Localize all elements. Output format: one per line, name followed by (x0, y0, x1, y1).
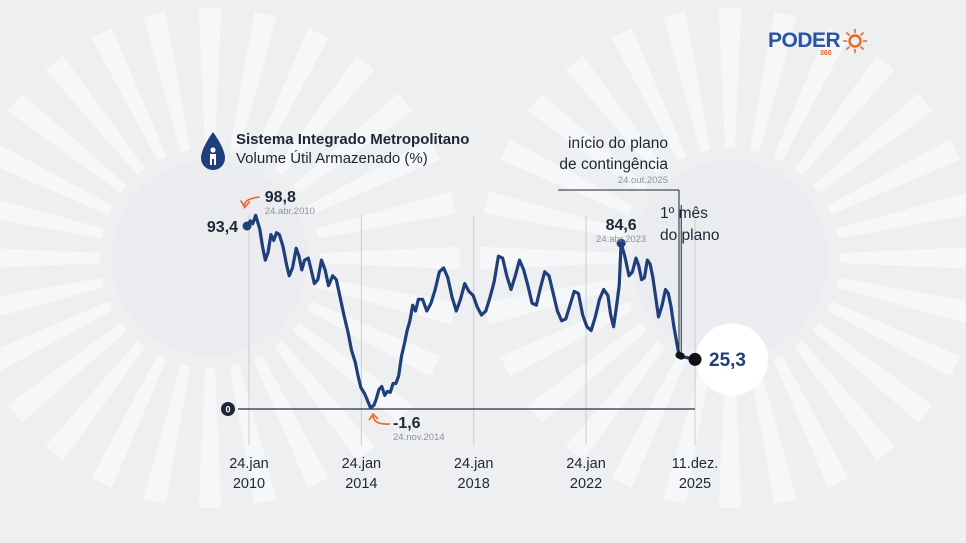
bg-ray (306, 139, 440, 215)
bg-ray (0, 301, 114, 372)
bg-ray (316, 191, 456, 239)
last-value-label: 25,3 (709, 350, 746, 371)
last-value-bubble (696, 323, 768, 396)
bg-ray (826, 139, 960, 215)
x-tick-label: 24.jan 2010 (229, 456, 269, 492)
bg-sun-core (112, 160, 308, 356)
peak-2023-value-label: 84,6 (606, 217, 637, 234)
plan-start-label-line1: início do plano (568, 135, 668, 152)
x-tick-label: 24.jan 2014 (342, 456, 382, 492)
plan-month1-label-line2: do plano (660, 227, 719, 244)
min-arrowhead (368, 412, 379, 421)
chart-title: Sistema Integrado Metropolitano (236, 131, 470, 148)
bg-ray (749, 12, 797, 152)
sun-icon (842, 28, 868, 54)
bg-ray (7, 322, 128, 423)
bg-ray (253, 354, 329, 488)
bg-ray (812, 322, 933, 423)
bg-ray (836, 277, 966, 324)
series-line (245, 213, 697, 410)
bg-ray (611, 28, 687, 162)
bg-ray (143, 364, 191, 504)
bg-ray (773, 28, 849, 162)
bg-ray (91, 354, 167, 488)
bg-ray (812, 93, 933, 194)
bg-ray (316, 277, 456, 325)
bg-ray (718, 367, 742, 508)
max-arrow (243, 196, 260, 206)
logo-wordmark: PODER (768, 29, 841, 52)
bg-ray (45, 340, 146, 461)
bg-ray (198, 8, 222, 149)
max-date-label: 24.abr.2010 (265, 206, 315, 217)
bg-ray (7, 93, 128, 194)
bg-ray (527, 93, 648, 194)
bg-ray (500, 301, 634, 377)
bg-ray (565, 340, 666, 461)
plan-start-date-label: 24.out.2025 (618, 175, 668, 186)
bg-ray (794, 55, 895, 176)
min-date-label: 24.nov.2014 (393, 432, 445, 443)
zero-label: 0 (225, 405, 230, 415)
bg-ray (253, 28, 329, 162)
bg-ray (292, 93, 413, 194)
bg-ray (0, 200, 104, 239)
max-arrowhead (240, 200, 251, 209)
bg-ray (839, 247, 966, 269)
bg-ray (480, 246, 621, 270)
bg-ray (143, 12, 191, 152)
bg-ray (773, 354, 849, 488)
bg-ray (0, 144, 114, 215)
bg-ray (274, 340, 375, 461)
bg-ray (611, 354, 687, 488)
x-tick-label: 24.jan 2018 (454, 456, 494, 492)
x-tick-label: 24.jan 2022 (566, 456, 606, 492)
x-tick-label: 11.dez. 2025 (672, 456, 719, 492)
first-value-point (242, 221, 252, 231)
bg-ray (749, 364, 797, 504)
bg-ray (663, 364, 711, 504)
plan-month1-point (677, 352, 685, 360)
poder360-logo: PODER 360 (768, 28, 868, 57)
bg-ray (484, 191, 624, 239)
min-arrow (372, 415, 391, 425)
peak-2023-date-label: 24.abr.2023 (596, 234, 646, 245)
bg-ray (229, 12, 277, 152)
bg-ray (0, 248, 101, 268)
bg-ray (45, 55, 146, 176)
chart-header: Sistema Integrado Metropolitano Volume Ú… (200, 131, 469, 173)
zero-marker (221, 402, 235, 416)
bg-ray (836, 192, 966, 239)
max-value-label: 98,8 (265, 189, 296, 206)
bg-ray (500, 139, 634, 215)
bg-ray (319, 246, 460, 270)
first-value-label: 93,4 (207, 219, 238, 236)
bg-ray (292, 322, 413, 423)
bg-ray (274, 55, 375, 176)
bg-ray (198, 367, 222, 508)
bg-ray (91, 28, 167, 162)
bg-ray (527, 322, 648, 423)
bg-ray (306, 301, 440, 377)
person-in-drop-icon (201, 132, 225, 170)
bg-ray (826, 301, 960, 377)
bg-ray (229, 364, 277, 504)
bg-ray (718, 8, 742, 149)
min-value-label: -1,6 (393, 415, 421, 432)
logo-suffix: 360 (820, 50, 832, 57)
bg-ray (565, 55, 666, 176)
bg-ray (794, 340, 895, 461)
last-value-point (688, 352, 702, 366)
bg-ray (0, 277, 104, 316)
peak-2023-point (616, 238, 626, 248)
plan-month1-label-line1: 1º mês (660, 205, 708, 222)
plan-start-label-line2: de contingência (559, 156, 668, 173)
bg-sunburst-left (0, 8, 460, 508)
bg-ray (663, 12, 711, 152)
chart-subtitle: Volume Útil Armazenado (%) (236, 150, 428, 167)
